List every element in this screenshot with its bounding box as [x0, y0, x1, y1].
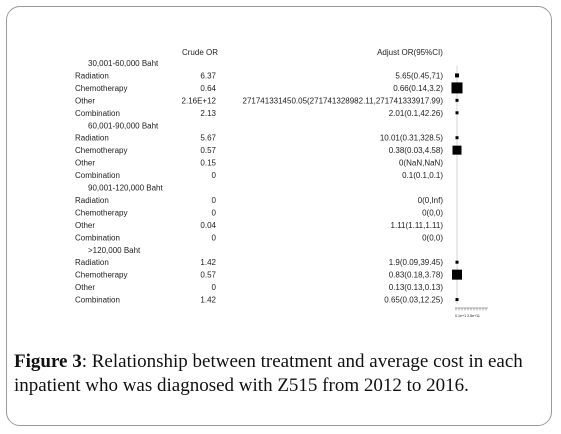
crude-or-value: 2.13	[200, 109, 216, 118]
crude-or-value: 6.37	[200, 71, 216, 80]
row-label: Other	[75, 159, 95, 168]
or-marker	[452, 269, 462, 280]
row-label: Combination	[75, 233, 120, 242]
crude-or-value: 0.57	[200, 146, 216, 155]
crude-or-value: 0	[212, 283, 217, 292]
row-label: Chemotherapy	[75, 146, 127, 155]
row-label: Combination	[75, 109, 120, 118]
row-label: Chemotherapy	[75, 271, 127, 280]
or-marker	[452, 145, 462, 155]
group-label: 30,001-60,000 Baht	[88, 59, 159, 68]
crude-or-value: 0	[212, 171, 217, 180]
figure-frame	[6, 6, 552, 426]
or-marker	[455, 298, 459, 302]
row-label: Other	[75, 221, 95, 230]
adjust-or-value: 1.9(0.09,39.45)	[389, 258, 444, 267]
adjust-or-value: 0.65(0.03,12.25)	[384, 296, 443, 305]
row-label: Other	[75, 283, 95, 292]
adjust-or-value: 0.13(0.13,0.13)	[389, 283, 444, 292]
or-marker	[451, 82, 463, 94]
figure-caption: Figure 3: Relationship between treatment…	[14, 350, 544, 398]
crude-or-value: 0	[212, 233, 217, 242]
adjust-or-value: 0.83(0.18,3.78)	[389, 271, 444, 280]
crude-or-value: 0	[212, 208, 217, 217]
adjust-or-value: 0(0,0)	[422, 208, 443, 217]
row-label: Other	[75, 96, 95, 105]
group-label: 90,001-120,000 Baht	[88, 184, 164, 193]
adjust-or-value: 10.01(0.31,328.5)	[380, 134, 443, 143]
row-label: Radiation	[75, 134, 109, 143]
row-label: Chemotherapy	[75, 208, 127, 217]
adjust-or-value: 0.66(0.14,3.2)	[393, 84, 443, 93]
adjust-or-value: 0(0,0)	[422, 233, 443, 242]
adjust-or-value: 5.65(0.45,71)	[395, 71, 443, 80]
figure-label: Figure 3	[14, 351, 82, 372]
row-label: Combination	[75, 296, 120, 305]
row-label: Chemotherapy	[75, 84, 127, 93]
group-label: 60,001-90,000 Baht	[88, 121, 159, 130]
row-label: Radiation	[75, 196, 109, 205]
adjust-or-value: 2.01(0.1,42.26)	[389, 109, 444, 118]
or-marker	[455, 98, 459, 102]
crude-or-value: 1.42	[200, 258, 216, 267]
header-adjust-or: Adjust OR(95%CI)	[377, 48, 443, 57]
row-label: Radiation	[75, 71, 109, 80]
caption-text: : Relationship between treatment and ave…	[14, 351, 523, 396]
crude-or-value: 0.04	[200, 221, 216, 230]
x-axis-tick-labels: 0.1e+1 2.5e+11	[455, 314, 480, 318]
adjust-or-value: 271741331450.05(271741328982.11,27174133…	[243, 96, 444, 105]
adjust-or-value: 1.11(1.11,1.11)	[391, 221, 444, 230]
adjust-or-value: 0.1(0.1,0.1)	[402, 171, 443, 180]
group-label: >120,000 Baht	[88, 246, 141, 255]
crude-or-value: 0.15	[200, 159, 216, 168]
crude-or-value: 5.67	[200, 134, 216, 143]
or-marker	[455, 111, 459, 115]
or-marker	[455, 260, 459, 264]
x-axis-ticks	[455, 308, 487, 311]
row-label: Radiation	[75, 258, 109, 267]
forest-rows: 30,001-60,000 Baht Radiation 6.37 5.65(0.45…	[75, 59, 463, 305]
crude-or-value: 0.64	[200, 84, 216, 93]
crude-or-value: 2.16E+12	[182, 96, 217, 105]
crude-or-value: 0.57	[200, 271, 216, 280]
adjust-or-value: 0(0,Inf)	[418, 196, 444, 205]
header-crude-or: Crude OR	[182, 48, 218, 57]
crude-or-value: 0	[212, 196, 217, 205]
adjust-or-value: 0.38(0.03,4.58)	[389, 146, 444, 155]
crude-or-value: 1.42	[200, 296, 216, 305]
or-marker	[455, 136, 459, 140]
forest-plot: Crude OR Adjust OR(95%CI) 0.1e+1 2.5e+11…	[75, 48, 488, 318]
or-marker	[455, 73, 459, 78]
adjust-or-value: 0(NaN,NaN)	[399, 159, 443, 168]
row-label: Combination	[75, 171, 120, 180]
